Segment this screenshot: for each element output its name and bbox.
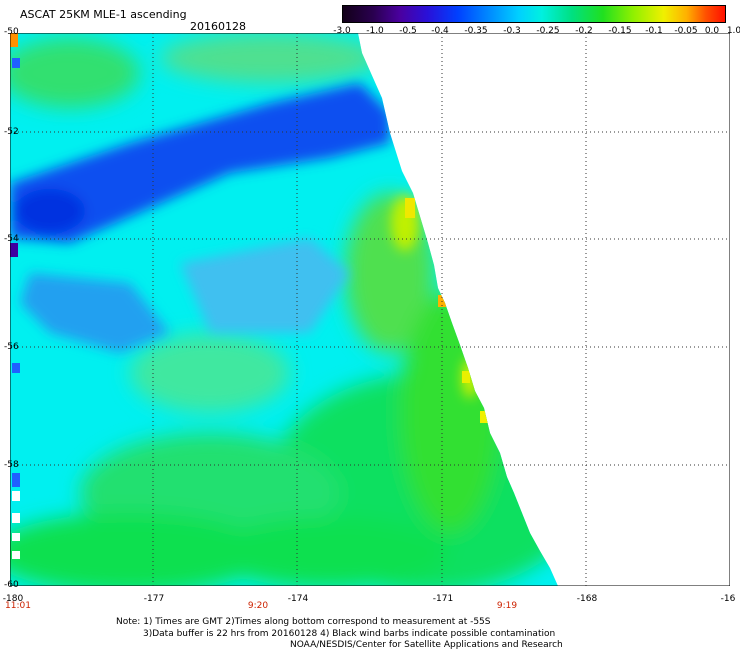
graticule bbox=[10, 33, 730, 586]
colorbar-label: -0.1 bbox=[645, 26, 663, 36]
lat-label: -56 bbox=[4, 342, 19, 352]
title-line-2-date: 20160128 bbox=[190, 20, 246, 33]
time-label: 11:01 bbox=[5, 601, 31, 611]
colorbar-label: -0.35 bbox=[464, 26, 488, 36]
lon-label: -171 bbox=[432, 594, 454, 604]
colorbar-label: -0.25 bbox=[536, 26, 560, 36]
lon-label: -177 bbox=[143, 594, 165, 604]
colorbar-label: -0.5 bbox=[399, 26, 417, 36]
colorbar-label: -0.4 bbox=[431, 26, 449, 36]
wind-swath bbox=[10, 33, 558, 586]
lat-label: -50 bbox=[4, 27, 19, 37]
colorbar-label: -0.2 bbox=[575, 26, 593, 36]
title-line-1: ASCAT 25KM MLE-1 ascending bbox=[20, 8, 187, 21]
colorbar-label: -0.3 bbox=[503, 26, 521, 36]
lat-label: -60 bbox=[4, 580, 19, 590]
time-label: 9:19 bbox=[496, 601, 518, 611]
note-line-2: 3)Data buffer is 22 hrs from 20160128 4)… bbox=[143, 629, 556, 639]
lon-label: -174 bbox=[287, 594, 309, 604]
note-line-3: NOAA/NESDIS/Center for Satellite Applica… bbox=[290, 640, 563, 650]
colorbar-label: -3.0 bbox=[333, 26, 351, 36]
lon-label: -16 bbox=[720, 594, 736, 604]
colorbar-label: -1.0 bbox=[366, 26, 384, 36]
colorbar-label: 0.0 bbox=[704, 26, 720, 36]
note-line-1: Note: 1) Times are GMT 2)Times along bot… bbox=[116, 617, 491, 627]
colorbar-label: 1.0 bbox=[726, 26, 740, 36]
colorbar-label: -0.15 bbox=[608, 26, 632, 36]
lon-label: -168 bbox=[576, 594, 598, 604]
lat-label: -58 bbox=[4, 460, 19, 470]
map-plot bbox=[10, 33, 730, 586]
map-frame bbox=[10, 33, 730, 586]
lon-label: -180 bbox=[2, 594, 24, 604]
colorbar bbox=[342, 5, 726, 23]
colorbar-label: -0.05 bbox=[674, 26, 698, 36]
lat-label: -54 bbox=[4, 234, 19, 244]
colorbar-labels: -3.0 -1.0 -0.5 -0.4 -0.35 -0.3 -0.25 -0.… bbox=[330, 26, 740, 38]
lat-label: -52 bbox=[4, 127, 19, 137]
time-label: 9:20 bbox=[247, 601, 269, 611]
